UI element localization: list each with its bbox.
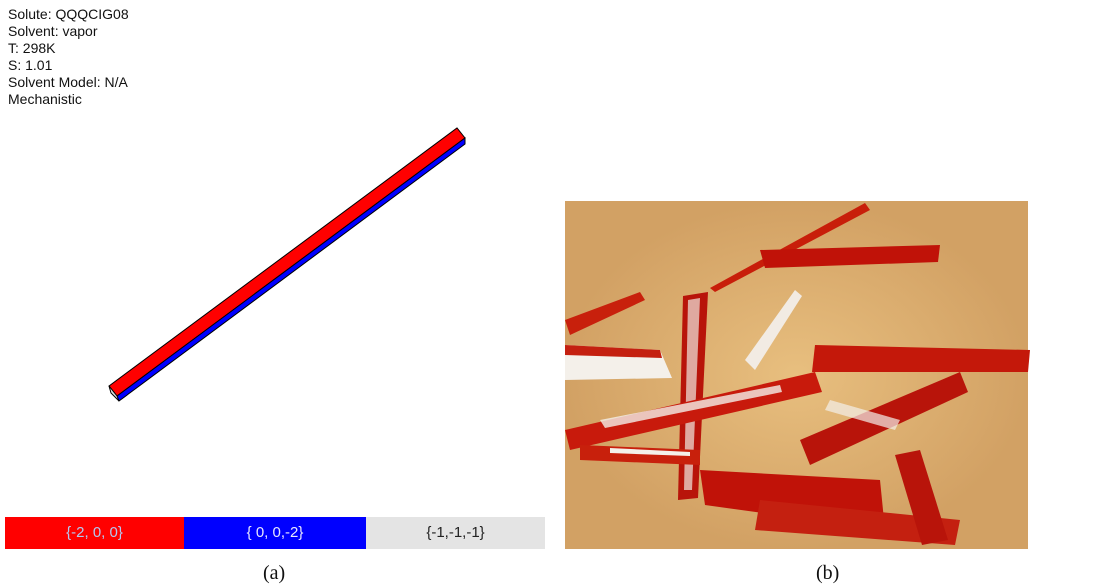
caption: (a)	[263, 562, 285, 585]
illustrations	[0, 0, 1094, 588]
legend-item: {-2, 0, 0}	[5, 517, 184, 549]
info-line: Mechanistic	[8, 91, 82, 107]
crystal-photo	[565, 201, 1030, 549]
info-line: Solvent Model: N/A	[8, 74, 128, 90]
info-line: T: 298K	[8, 40, 55, 56]
legend-item: {-1,-1,-1}	[366, 517, 545, 549]
figure: Solute: QQQCIG08 Solvent: vapor T: 298K …	[0, 0, 1094, 588]
info-line: Solute: QQQCIG08	[8, 6, 129, 22]
legend-item: { 0, 0,-2}	[184, 517, 366, 549]
info-line: S: 1.01	[8, 57, 52, 73]
info-line: Solvent: vapor	[8, 23, 98, 39]
caption: (b)	[816, 562, 839, 585]
crystal-rod	[109, 128, 465, 401]
